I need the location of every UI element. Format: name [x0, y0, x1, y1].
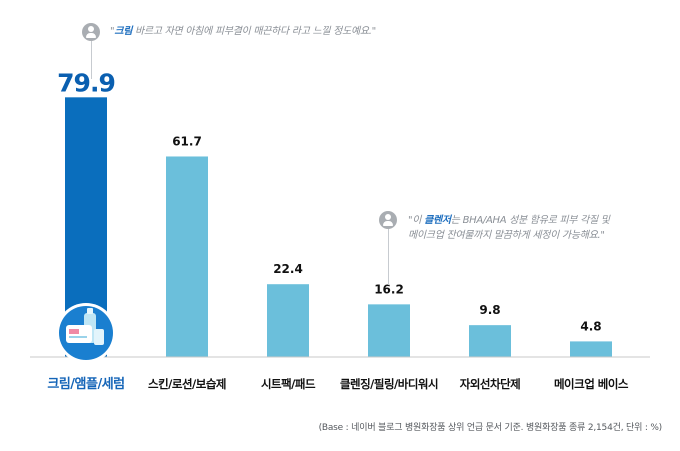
category-label: 메이크업 베이스	[554, 377, 629, 391]
labels-group: 79.9 크림/앰플/세럼 61.7 스킨/로션/보습제 22.4 시트팩/패드 16.2 클…	[47, 68, 629, 392]
quote-text-line2: 메이크업 잔여물까지 말끔하게 세정이 가능해요."	[408, 230, 605, 241]
quote-text: 바르고 자면 아침에 피부결이 매끈하다 라고 느낄 정도예요."	[132, 26, 376, 37]
value-label: 79.9	[57, 68, 115, 97]
quote-keyword: 크림	[114, 26, 133, 37]
category-label: 시트팩/패드	[261, 377, 316, 391]
user-icon	[379, 211, 397, 229]
icon-jar	[94, 329, 104, 345]
category-label: 클렌징/필링/바디워시	[340, 377, 438, 391]
bar	[267, 284, 309, 357]
category-label: 스킨/로션/보습제	[148, 377, 226, 391]
value-label: 4.8	[580, 319, 601, 333]
value-label: 9.8	[479, 303, 500, 317]
value-label: 16.2	[374, 282, 404, 296]
bar	[166, 156, 208, 357]
value-label: 61.7	[172, 134, 202, 148]
icon-box-label	[69, 329, 79, 334]
category-label: 크림/앰플/세럼	[47, 376, 124, 392]
review-quote-1: "크림 바르고 자면 아침에 피부결이 매끈하다 라고 느낄 정도예요."	[110, 24, 376, 39]
value-label: 22.4	[273, 262, 303, 276]
bars-group	[65, 97, 612, 357]
quote-keyword: 클렌저	[424, 215, 451, 226]
review-quote-2: "이 클렌저는 BHA/AHA 성분 함유로 피부 각질 및 메이크업 잔여물까…	[408, 213, 610, 243]
bar	[570, 341, 612, 357]
bar	[368, 304, 410, 357]
quote-open: "이	[408, 215, 425, 226]
quote-connector-line	[388, 225, 389, 285]
user-icon	[82, 23, 100, 41]
icon-bottle-cap	[87, 308, 93, 314]
quote-open: "	[110, 26, 115, 37]
bar	[469, 325, 511, 357]
quote-connector-line	[91, 39, 92, 79]
icon-box-line	[69, 336, 87, 338]
highlight-icon-group	[56, 303, 116, 363]
cosmetic-bottles-icon	[56, 303, 116, 363]
quote-text: 는 BHA/AHA 성분 함유로 피부 각질 및	[450, 215, 610, 226]
category-label: 자외선차단제	[460, 377, 520, 391]
footnote-source: (Base : 네이버 블로그 병원화장품 상위 언급 문서 기준. 병원화장품…	[318, 423, 663, 433]
